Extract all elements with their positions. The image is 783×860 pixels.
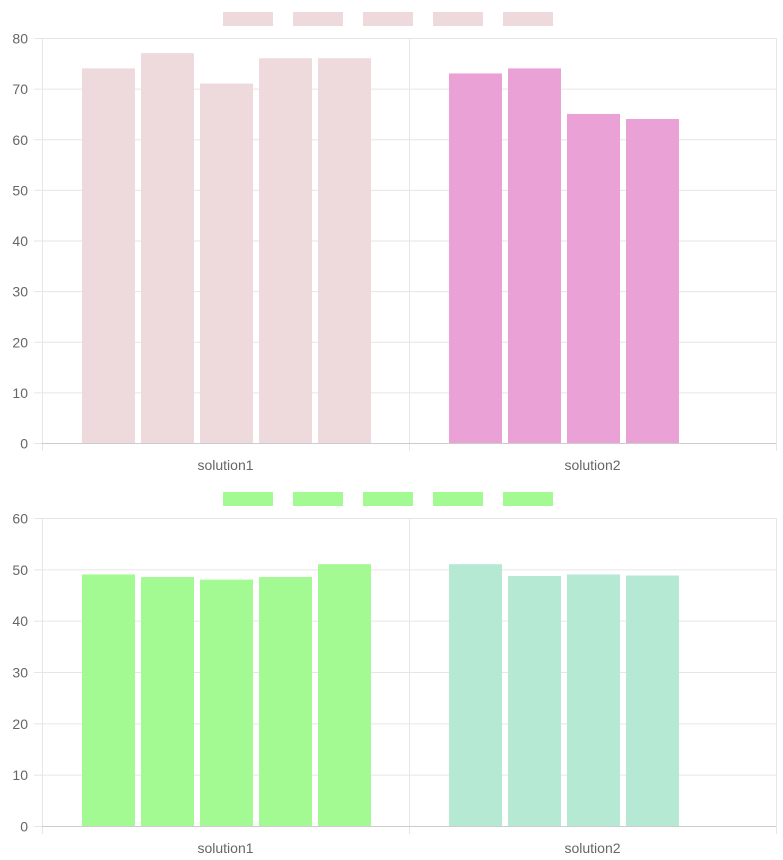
legend-swatch [223,12,273,26]
bar-solution1-2 [141,577,194,826]
bar-solution2-1 [449,73,502,443]
chart-top: 0 10 20 30 40 50 60 70 80 solution1 solution2 [12,12,777,473]
y-tick-label: 40 [12,613,28,629]
legend-swatch [293,12,343,26]
legend-swatch [433,492,483,506]
y-tick-label: 40 [12,233,28,249]
bar-solution2-3 [567,574,620,826]
y-tick-label: 60 [12,132,28,148]
legend-swatch [503,12,553,26]
bar-solution1-4 [259,58,312,443]
y-tick-label: 70 [12,81,28,97]
legend-swatch [293,492,343,506]
legend-swatch [223,492,273,506]
y-tick-label: 10 [12,385,28,401]
bar-solution1-3 [200,83,253,443]
y-tick-label: 20 [12,716,28,732]
legend-swatch [363,492,413,506]
y-tick-label: 20 [12,334,28,350]
y-tick-label: 50 [12,182,28,198]
bar-solution2-2 [508,576,561,826]
y-tick-label: 30 [12,284,28,300]
x-category-label: solution1 [197,840,253,856]
x-category-label: solution2 [564,840,620,856]
x-category-label: solution2 [564,457,620,473]
y-tick-label: 0 [20,436,28,452]
y-tick-label: 50 [12,562,28,578]
bar-solution2-1 [449,564,502,826]
chart-bottom: 0 10 20 30 40 50 60 solution1 solution2 [12,492,777,856]
legend-swatch [433,12,483,26]
bar-solution2-4 [626,119,679,443]
bar-solution1-3 [200,579,253,826]
legend-swatch [363,12,413,26]
bar-solution1-2 [141,53,194,443]
y-tick-label: 30 [12,665,28,681]
bar-solution1-1 [82,574,135,826]
bar-solution1-4 [259,577,312,826]
legend-swatch [503,492,553,506]
y-tick-label: 10 [12,767,28,783]
bar-solution2-4 [626,575,679,826]
y-tick-label: 80 [12,31,28,47]
bar-solution2-3 [567,113,620,443]
y-tick-label: 60 [12,511,28,527]
y-tick-label: 0 [20,819,28,835]
x-category-label: solution1 [197,457,253,473]
bar-solution2-2 [508,68,561,443]
bar-solution1-1 [82,68,135,443]
bar-solution1-5 [318,564,371,826]
bar-solution1-5 [318,58,371,443]
